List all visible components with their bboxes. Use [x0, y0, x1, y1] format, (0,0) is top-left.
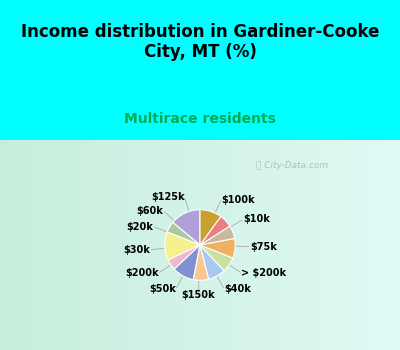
Wedge shape: [200, 245, 233, 271]
Text: $40k: $40k: [224, 284, 251, 294]
Text: > $200k: > $200k: [242, 268, 286, 278]
Wedge shape: [173, 210, 200, 245]
Text: $20k: $20k: [126, 222, 154, 232]
Text: $150k: $150k: [182, 290, 215, 300]
Wedge shape: [174, 245, 200, 280]
Text: $30k: $30k: [123, 245, 150, 255]
Text: $10k: $10k: [243, 215, 270, 224]
Wedge shape: [168, 245, 200, 269]
Text: Multirace residents: Multirace residents: [124, 112, 276, 126]
Text: $200k: $200k: [125, 268, 158, 278]
Text: $125k: $125k: [151, 193, 184, 202]
Wedge shape: [193, 245, 209, 280]
Text: $75k: $75k: [250, 241, 277, 252]
Wedge shape: [200, 210, 221, 245]
Wedge shape: [167, 223, 200, 245]
Wedge shape: [200, 238, 235, 258]
Wedge shape: [200, 226, 235, 245]
Text: $60k: $60k: [137, 206, 164, 216]
Wedge shape: [200, 245, 224, 279]
Text: Income distribution in Gardiner-Cooke
City, MT (%): Income distribution in Gardiner-Cooke Ci…: [21, 23, 379, 61]
Wedge shape: [200, 216, 230, 245]
Text: $50k: $50k: [149, 284, 176, 294]
Text: ⓘ City-Data.com: ⓘ City-Data.com: [256, 161, 328, 170]
Text: $100k: $100k: [221, 195, 255, 205]
Wedge shape: [165, 232, 200, 260]
